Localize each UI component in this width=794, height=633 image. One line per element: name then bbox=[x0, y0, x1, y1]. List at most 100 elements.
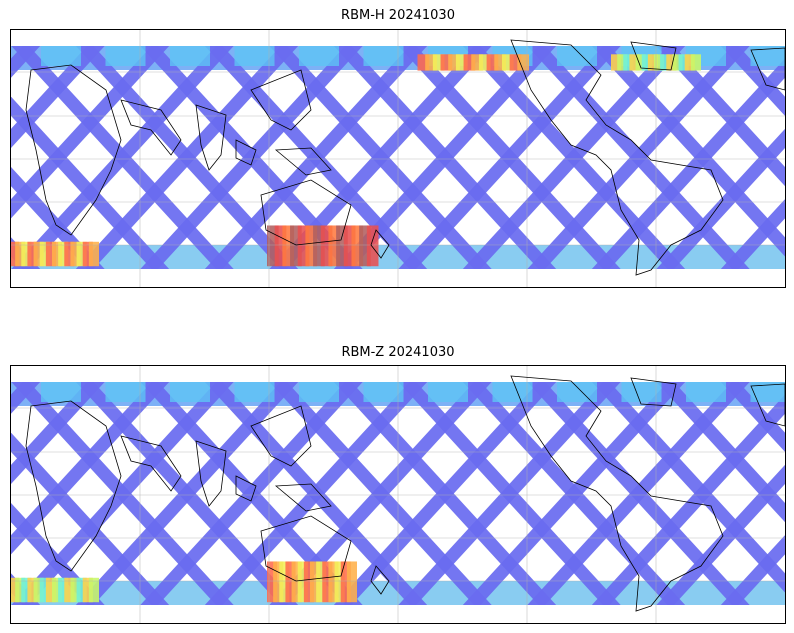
swath-highlight bbox=[170, 46, 210, 66]
hot-region-cell bbox=[641, 54, 652, 71]
hot-region-cell bbox=[501, 54, 514, 71]
hot-region-cell bbox=[690, 54, 701, 71]
hot-region-cell bbox=[273, 561, 284, 603]
hot-region-cell bbox=[88, 577, 99, 603]
hot-region-cell bbox=[647, 54, 658, 71]
coast-europe-edge bbox=[750, 47, 785, 91]
hot-region-cell bbox=[494, 54, 506, 71]
hot-region-cell bbox=[297, 561, 308, 603]
descending-swath bbox=[11, 382, 105, 485]
coast-arabia bbox=[120, 435, 182, 492]
descending-swath bbox=[333, 382, 557, 605]
descending-swath bbox=[204, 46, 428, 269]
hot-region-cell bbox=[666, 54, 677, 71]
hot-region-cell bbox=[52, 241, 63, 267]
descending-swath bbox=[204, 382, 428, 605]
swath-highlight bbox=[299, 382, 339, 402]
descending-swath bbox=[140, 382, 363, 605]
hot-region-cell bbox=[88, 241, 99, 267]
coast-americas bbox=[510, 39, 724, 276]
hot-region-cell bbox=[366, 225, 379, 267]
swath-highlight bbox=[234, 382, 275, 402]
coast-africa bbox=[25, 400, 122, 572]
hot-region-cell bbox=[39, 577, 50, 603]
coast-new-zealand bbox=[370, 565, 390, 595]
hot-region-cell bbox=[320, 225, 333, 267]
hot-region-cell bbox=[82, 577, 93, 603]
gridlines bbox=[11, 30, 785, 287]
coast-north-atlantic bbox=[630, 377, 677, 407]
swath-highlight bbox=[428, 382, 468, 402]
coast-australia bbox=[260, 515, 352, 582]
coast-india bbox=[195, 104, 227, 171]
coast-sumatra bbox=[235, 475, 257, 502]
hot-region-cell bbox=[440, 54, 453, 71]
coast-sumatra bbox=[235, 139, 257, 166]
coast-new-zealand bbox=[370, 229, 390, 259]
hot-region-cell bbox=[478, 54, 491, 71]
descending-swath bbox=[720, 535, 785, 605]
hot-region-cell bbox=[297, 225, 310, 267]
hot-region-cell bbox=[52, 577, 63, 603]
map-canvas-top bbox=[11, 30, 785, 287]
swath-highlight bbox=[492, 382, 533, 402]
descending-swath bbox=[720, 199, 785, 269]
hot-region-cell bbox=[76, 241, 87, 267]
hot-region-cell bbox=[432, 54, 445, 71]
hot-region-cell bbox=[33, 241, 44, 267]
hot-region-cell bbox=[486, 54, 499, 71]
ascending-swath bbox=[720, 46, 785, 116]
hot-region-cell bbox=[267, 225, 279, 267]
hot-region-cell bbox=[343, 225, 356, 267]
coast-indonesia bbox=[274, 147, 332, 176]
hot-region-cell bbox=[425, 54, 437, 71]
hot-region-cell bbox=[33, 577, 44, 603]
swath-highlight bbox=[557, 382, 597, 402]
hot-region-cell bbox=[267, 561, 278, 603]
hot-region-cell bbox=[274, 225, 287, 267]
hot-region-cell bbox=[76, 577, 87, 603]
hot-region-cell bbox=[517, 54, 529, 71]
descending-swath bbox=[11, 382, 170, 555]
descending-swath bbox=[591, 394, 785, 605]
hot-region-cell bbox=[64, 241, 75, 267]
hot-region-cell bbox=[617, 54, 628, 71]
descending-swath bbox=[527, 46, 750, 269]
hot-region-cell bbox=[15, 241, 26, 267]
hot-region-cell bbox=[70, 577, 81, 603]
hot-region-cell bbox=[629, 54, 640, 71]
hot-region-cell bbox=[313, 225, 325, 267]
swath-highlight bbox=[363, 46, 404, 66]
swath-highlight bbox=[105, 382, 146, 402]
hot-region-cell bbox=[334, 561, 345, 603]
descending-swath bbox=[591, 58, 785, 269]
coast-india bbox=[195, 440, 227, 507]
swath-highlight bbox=[234, 46, 275, 66]
hot-region-cell bbox=[623, 54, 634, 71]
coast-east-asia bbox=[250, 69, 312, 131]
hot-region-cell bbox=[328, 225, 341, 267]
hot-region-cell bbox=[15, 577, 26, 603]
descending-swath bbox=[462, 382, 686, 605]
descending-swath bbox=[462, 46, 686, 269]
hot-region-cell bbox=[11, 241, 20, 267]
hot-region-cell bbox=[611, 54, 622, 71]
hot-region-cell bbox=[282, 225, 295, 267]
ascending-swath bbox=[720, 382, 785, 452]
hot-region-cell bbox=[455, 54, 468, 71]
hot-region-cell bbox=[509, 54, 522, 71]
ascending-swath bbox=[11, 502, 105, 605]
hot-region-cell bbox=[635, 54, 646, 71]
swath-highlight bbox=[621, 382, 662, 402]
hot-region-cell bbox=[58, 577, 69, 603]
ascending-swath bbox=[11, 166, 105, 269]
hot-region-cell bbox=[328, 561, 339, 603]
hot-region-cell bbox=[27, 241, 38, 267]
hot-region-cell bbox=[291, 561, 302, 603]
hot-region-cell bbox=[654, 54, 665, 71]
hot-region-cell bbox=[322, 561, 333, 603]
hot-region-cell bbox=[678, 54, 689, 71]
descending-swath bbox=[11, 46, 105, 149]
panel-top-title: RBM-H 20241030 bbox=[341, 8, 455, 23]
hot-region-cell bbox=[39, 241, 50, 267]
